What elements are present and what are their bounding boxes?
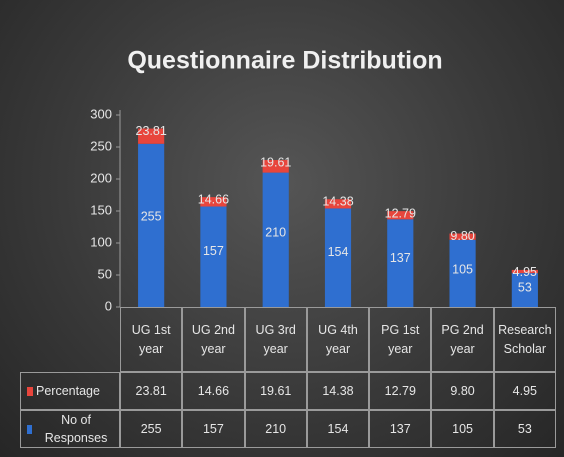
legend-swatch [27,424,33,434]
table-cell: 210 [244,410,307,448]
category-label: UG 2nd year [182,307,245,372]
bar-segment [200,206,227,307]
table-cell: 14.38 [306,372,370,410]
legend-entry: Percentage [20,372,120,410]
table-cell: 154 [306,410,370,448]
table-cell: 105 [431,410,494,448]
y-tick-label: 0 [105,298,112,313]
bar-segment [324,199,352,209]
data-label: 23.81 [136,124,167,138]
bar-segment [262,160,289,173]
data-label: 154 [328,245,349,259]
bar-segment [449,239,476,307]
bar-segment [324,208,352,307]
data-label: 210 [265,225,286,239]
category-label: Research Scholar [493,307,556,372]
y-tick-label: 150 [90,202,112,217]
data-label: 9.80 [450,229,474,243]
category-label: UG 1st year [120,307,183,372]
table-cell: 137 [369,410,432,448]
bar-segment [387,219,414,307]
table-cell: 12.79 [369,372,432,410]
data-label: 4.95 [513,265,537,279]
legend-swatch [27,386,33,396]
table-cell: 255 [120,410,183,448]
data-label: 14.38 [322,195,353,209]
category-label: PG 2nd year [431,307,494,372]
table-cell: 9.80 [431,372,494,410]
category-label: UG 4th year [306,307,370,372]
bar-segment [449,233,476,240]
data-label: 137 [390,251,411,265]
data-label: 12.79 [385,206,416,220]
bar-segment [200,197,227,207]
bar-segment [511,269,538,274]
data-label: 14.66 [198,192,229,206]
category-label: UG 3rd year [244,307,307,372]
data-label: 19.61 [260,155,291,169]
y-tick-label: 300 [90,106,112,121]
data-label: 53 [518,281,532,295]
table-cell: 157 [182,410,245,448]
legend-entry: No of Responses [20,410,120,448]
category-label: PG 1st year [369,307,432,372]
table-cell: 53 [493,410,556,448]
legend-text: Percentage [36,383,100,398]
bar-segment [262,172,289,307]
bar-segment [138,128,165,144]
table-cell: 14.66 [182,372,245,410]
bar-segment [511,273,538,307]
y-tick-label: 50 [98,266,112,281]
data-label: 255 [141,210,162,224]
chart-title: Questionnaire Distribution [127,47,442,75]
data-label: 105 [452,262,473,276]
y-tick-label: 200 [90,170,112,185]
bar-segment [387,211,414,220]
table-cell: 19.61 [244,372,307,410]
y-tick-label: 250 [90,138,112,153]
table-cell: 4.95 [493,372,556,410]
y-tick-label: 100 [90,234,112,249]
table-cell: 23.81 [120,372,183,410]
data-label: 157 [203,244,224,258]
legend-text: No of Responses [44,412,108,445]
bar-segment [138,143,165,307]
